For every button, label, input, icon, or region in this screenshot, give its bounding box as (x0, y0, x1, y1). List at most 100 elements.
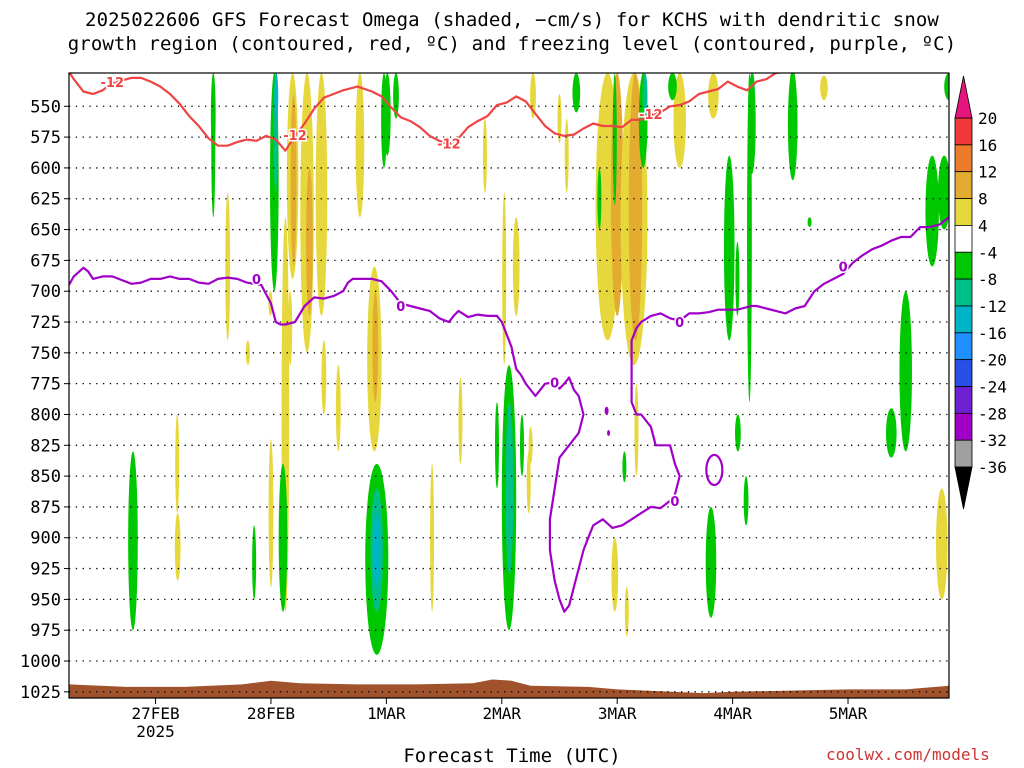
colorbar-label-13: -36 (978, 458, 1007, 477)
colorbar-label-0: 20 (978, 109, 997, 128)
omega-cell-38 (634, 383, 639, 477)
omega-cell-23 (820, 75, 828, 101)
omega-cell-52 (373, 513, 381, 588)
contour-blip-2 (607, 429, 611, 436)
omega-cell-54 (505, 402, 514, 575)
y-tick-label-650: 650 (30, 221, 61, 241)
omega-cell-9 (268, 439, 274, 588)
colorbar-label-1: 16 (978, 136, 997, 155)
y-tick-label-625: 625 (30, 190, 61, 210)
omega-cell-63 (723, 155, 735, 341)
surface-terrain (69, 679, 949, 698)
omega-cell-74 (886, 408, 897, 458)
x-tick-label-4MAR: 4MAR (713, 704, 752, 723)
omega-cell-1 (290, 93, 297, 267)
colorbar-swatch-m28_m24 (954, 386, 973, 414)
omega-cell-33 (526, 451, 531, 514)
contour-layer (69, 73, 949, 613)
x-axis-title: Forecast Time (UTC) (403, 745, 621, 767)
contour-label-purple-3: 0 (670, 495, 679, 510)
omega-cell-16 (512, 217, 520, 316)
x-tick-sublabel-27FEB: 2025 (136, 722, 175, 741)
omega-cell-30 (611, 537, 619, 612)
omega-cell-62 (668, 73, 677, 101)
plot-frame (68, 72, 950, 699)
omega-cell-71 (622, 451, 627, 483)
omega-cell-10 (321, 340, 327, 415)
colorbar-bottom-arrow (954, 466, 973, 510)
colorbar: 20 16 12 8 4 -4 -8 -12 -16 -20 -24 -28 -32 -36 (954, 75, 1007, 510)
colorbar-label-11: -28 (978, 404, 1007, 423)
colorbar-swatch-c16_20 (954, 117, 973, 146)
omega-cell-3 (306, 167, 313, 316)
colorbar-swatch-m32_m28 (954, 412, 973, 441)
y-tick-label-1000: 1000 (20, 652, 61, 672)
omega-cell-36 (245, 340, 250, 366)
x-tick-label-27FEB: 27FEB (131, 704, 179, 723)
omega-cell-70 (705, 506, 717, 618)
colorbar-swatch-m12_m8 (954, 278, 973, 307)
y-tick-label-950: 950 (30, 590, 61, 610)
y-tick-label-925: 925 (30, 560, 61, 580)
contour-label-red-2: -12 (437, 137, 461, 152)
y-tick-label-550: 550 (30, 97, 61, 117)
y-tick-label-700: 700 (30, 282, 61, 302)
colorbar-top-arrow (954, 75, 973, 119)
omega-cell-46 (211, 73, 216, 218)
y-tick-label-975: 975 (30, 621, 61, 641)
omega-cell-19 (564, 118, 569, 193)
omega-cell-75 (899, 291, 912, 452)
omega-cell-32 (528, 426, 533, 464)
contour-label-purple-2: 0 (550, 376, 559, 391)
omega-cell-42 (274, 73, 279, 119)
y-tick-label-800: 800 (30, 405, 61, 425)
omega-cell-55 (494, 402, 499, 489)
omega-cell-39 (128, 451, 138, 631)
omega-cell-35 (936, 488, 948, 600)
chart-title-line1: 2025022606 GFS Forecast Omega (shaded, −… (85, 9, 939, 31)
colorbar-label-7: -12 (978, 297, 1007, 316)
contour-label-purple-1: 0 (396, 300, 405, 315)
x-tick-label-5MAR: 5MAR (829, 704, 868, 723)
contour-label-red-3: -12 (639, 108, 663, 123)
omega-shading (69, 73, 949, 698)
omega-cell-43 (278, 463, 288, 612)
omega-cell-76 (925, 155, 939, 267)
colorbar-label-5: -4 (978, 243, 997, 262)
contour-label-purple-extra-1: 0 (839, 261, 848, 276)
contour-label-red-1: -12 (283, 129, 307, 144)
omega-cell-77 (937, 155, 949, 230)
omega-cell-22 (708, 73, 719, 119)
contour-label-purple-0: 0 (252, 273, 261, 288)
omega-cell-29 (458, 377, 463, 464)
x-tick-label-2MAR: 2MAR (483, 704, 522, 723)
omega-cell-11 (288, 291, 293, 366)
omega-cell-57 (572, 73, 581, 113)
omega-cell-78 (944, 73, 949, 101)
omega-cell-5 (355, 73, 365, 218)
colorbar-swatch-m24_m20 (954, 359, 973, 387)
colorbar-label-8: -16 (978, 324, 1007, 343)
omega-cell-61 (642, 73, 648, 119)
y-tick-label-875: 875 (30, 498, 61, 518)
omega-cell-72 (787, 73, 798, 181)
colorbar-label-6: -8 (978, 270, 997, 289)
omega-cell-27 (335, 365, 341, 452)
colorbar-swatch-c8_12 (954, 171, 973, 199)
omega-cell-73 (807, 217, 812, 228)
omega-cell-48 (393, 73, 399, 119)
y-tick-label-775: 775 (30, 375, 61, 395)
colorbar-swatch-m16_m12 (954, 305, 973, 334)
y-tick-label-900: 900 (30, 529, 61, 549)
y-tick-label-600: 600 (30, 159, 61, 179)
contour-line-1 (69, 216, 949, 613)
x-tick-label-3MAR: 3MAR (598, 704, 637, 723)
colorbar-swatch-zero (954, 224, 973, 253)
omega-cell-4 (315, 73, 328, 316)
contour-labels: -12 -12 -12 -12 0 0 0 0 0 0 (99, 74, 849, 511)
contour-line-0 (69, 73, 785, 152)
colorbar-label-10: -24 (978, 378, 1007, 397)
y-tick-label-825: 825 (30, 436, 61, 456)
